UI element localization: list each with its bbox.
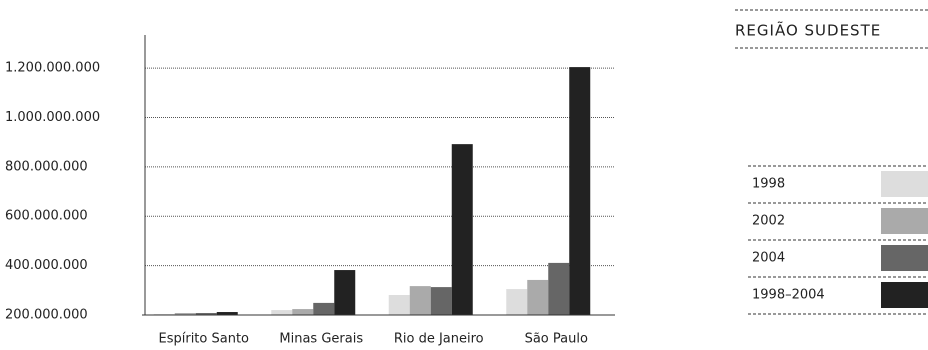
legend-swatch <box>881 171 928 197</box>
x-tick-label: Minas Gerais <box>279 332 363 347</box>
bar <box>548 262 570 315</box>
bar <box>334 270 356 315</box>
bar <box>409 286 431 315</box>
y-tick-label: 1.000.000.000 <box>5 110 100 125</box>
y-tick-label: 800.000.000 <box>5 159 88 174</box>
legend-swatch <box>881 245 928 271</box>
legend-label: 1998 <box>752 177 785 192</box>
bar <box>271 310 293 315</box>
bar <box>313 302 335 315</box>
bar <box>216 312 238 315</box>
legend-label: 2002 <box>752 214 785 229</box>
bar <box>569 67 591 316</box>
bar <box>388 295 410 315</box>
y-tick-label: 400.000.000 <box>5 258 88 273</box>
bar <box>451 144 473 315</box>
chart-title: REGIÃO SUDESTE <box>735 21 881 40</box>
x-tick-label: Rio de Janeiro <box>394 332 484 347</box>
legend-label: 1998–2004 <box>752 288 825 303</box>
x-tick-label: Espírito Santo <box>159 332 250 347</box>
bar <box>195 313 217 315</box>
y-tick-label: 200.000.000 <box>5 308 88 323</box>
y-tick-label: 1.200.000.000 <box>5 61 100 76</box>
bar <box>292 309 314 315</box>
legend-label: 2004 <box>752 251 785 266</box>
legend-swatch <box>881 208 928 234</box>
bar <box>506 289 528 315</box>
legend-swatch <box>881 282 928 308</box>
bar <box>527 279 549 315</box>
x-tick-label: São Paulo <box>525 332 588 347</box>
y-tick-label: 600.000.000 <box>5 209 88 224</box>
bar <box>430 287 452 315</box>
bar <box>174 313 196 315</box>
